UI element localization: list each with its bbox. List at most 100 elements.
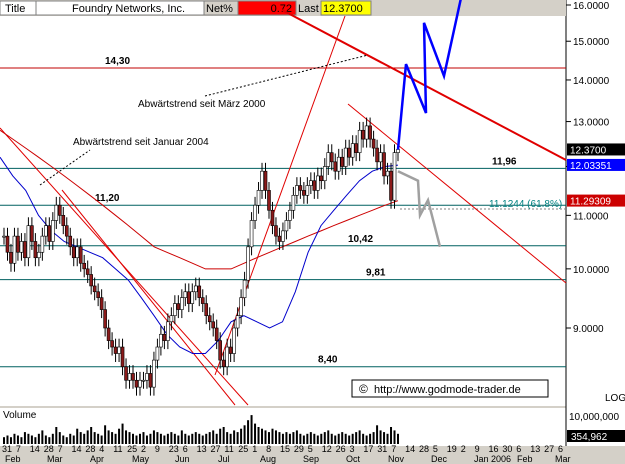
bar-body	[96, 291, 100, 298]
volume-bar	[125, 430, 128, 444]
price-bar	[176, 295, 181, 319]
x-tick-label: 14	[72, 444, 82, 454]
price-bar	[16, 227, 20, 261]
y-tick-label: 13.0000	[573, 118, 610, 129]
volume-bar	[327, 430, 330, 444]
volume-bar	[330, 433, 333, 444]
bar-body	[166, 321, 170, 341]
price-bar	[40, 227, 45, 261]
bar-body	[54, 204, 59, 221]
volume-bar	[20, 437, 23, 444]
bar-body	[186, 291, 191, 304]
volume-bar	[86, 430, 89, 444]
bar-body	[23, 241, 27, 259]
x-tick-label: 13	[530, 444, 540, 454]
volume-bar	[383, 432, 386, 444]
volume-bar	[233, 430, 236, 444]
bar-body	[298, 185, 303, 191]
price-bar	[385, 162, 390, 185]
price-bar	[127, 365, 132, 389]
bar-body	[312, 180, 317, 191]
price-bar	[326, 144, 331, 175]
price-bar	[284, 212, 289, 240]
bar-body	[263, 170, 268, 191]
volume-bar	[111, 432, 114, 444]
volume-bar	[250, 415, 253, 444]
bar-body	[295, 185, 299, 196]
bar-body	[159, 333, 163, 348]
bar-body	[309, 180, 313, 186]
price-bar	[110, 332, 114, 356]
bar-body	[37, 251, 41, 259]
price-bar	[295, 177, 299, 204]
volume-bar	[355, 432, 358, 444]
price-bar	[159, 325, 163, 356]
volume-bar	[285, 432, 288, 444]
bar-body	[113, 346, 118, 354]
volume-bar	[187, 435, 190, 444]
price-bar	[186, 283, 191, 313]
bar-body	[336, 156, 341, 172]
bar-body	[120, 346, 125, 368]
price-bar	[221, 351, 226, 376]
bar-body	[256, 190, 261, 206]
price-bar	[364, 117, 369, 148]
volume-bar	[236, 432, 239, 444]
x-tick-label: 14	[30, 444, 40, 454]
price-bar	[197, 277, 202, 307]
x-tick-label: 30	[502, 444, 512, 454]
x-tick-label: 25	[127, 444, 137, 454]
x-tick-label: 5	[433, 444, 438, 454]
bar-body	[326, 152, 331, 167]
volume-bar	[191, 433, 194, 444]
price-bar	[354, 135, 358, 162]
volume-bar	[152, 430, 155, 444]
bar-body	[155, 346, 160, 361]
price-bar	[340, 148, 345, 175]
volume-bar	[145, 435, 148, 444]
price-bar	[246, 238, 250, 289]
bar-body	[138, 379, 142, 388]
price-bar	[71, 238, 76, 267]
bar-body	[26, 225, 31, 259]
bar-body	[33, 241, 38, 259]
y-tick-label: 10.0000	[573, 265, 610, 276]
bar-body	[225, 346, 229, 368]
x-tick-label: 13	[197, 444, 207, 454]
projection-up	[396, 0, 462, 150]
volume-bar	[274, 430, 277, 444]
volume-bar	[166, 433, 169, 444]
price-bar	[333, 153, 338, 180]
volume-label: Volume	[3, 410, 37, 421]
volume-bar	[135, 435, 138, 444]
price-bar	[19, 233, 24, 261]
price-bar	[2, 227, 6, 245]
volume-bar	[278, 432, 281, 444]
price-tags: 12.3700 12.03351 11.29309	[567, 143, 625, 208]
price-bar	[99, 289, 104, 319]
volume-bar	[205, 433, 208, 444]
volume-bar	[138, 433, 141, 444]
volume-bar	[184, 433, 187, 444]
price-bar	[131, 365, 135, 389]
x-tick-label: 23	[169, 444, 179, 454]
price-bar	[82, 254, 86, 278]
price-bar	[204, 295, 209, 325]
price-bar	[371, 130, 376, 157]
price-bar	[228, 338, 233, 363]
volume-bar	[6, 435, 9, 444]
volume-bar	[55, 427, 58, 444]
bar-body	[183, 291, 188, 298]
bar-body	[152, 359, 156, 388]
x-tick-label: 8	[266, 444, 271, 454]
bar-body	[64, 225, 69, 237]
volume-bar	[149, 433, 152, 444]
price-bar	[169, 307, 174, 331]
trend-line-march-2000	[281, 9, 567, 161]
volume-bar	[9, 437, 12, 444]
volume-bar	[334, 435, 337, 444]
bar-body	[246, 246, 250, 281]
bar-body	[2, 235, 6, 238]
level-label: 8,40	[318, 355, 338, 366]
x-tick-label: 27	[211, 444, 221, 454]
